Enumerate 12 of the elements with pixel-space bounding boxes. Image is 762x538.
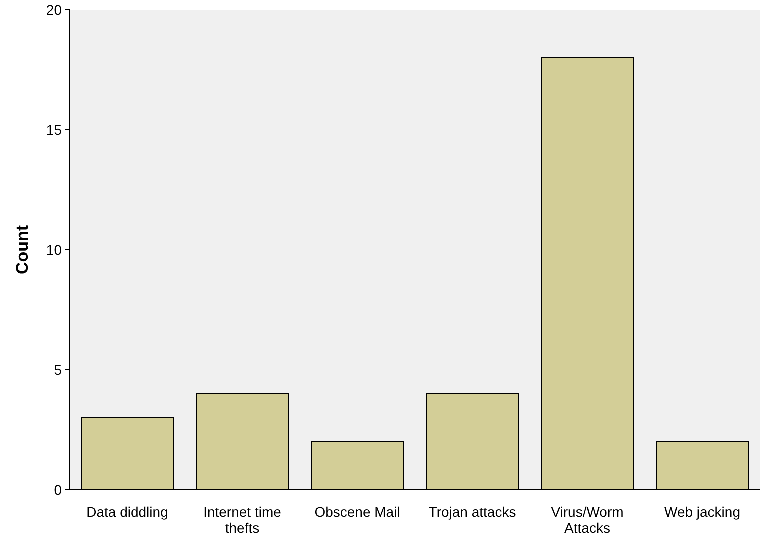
- x-tick-label: Data diddling: [86, 504, 168, 520]
- y-tick-label: 15: [46, 122, 62, 138]
- y-tick-label: 10: [46, 242, 62, 258]
- y-tick-label: 20: [46, 2, 62, 18]
- y-axis-title: Count: [13, 225, 32, 275]
- y-tick-label: 5: [54, 362, 62, 378]
- x-tick-label: Web jacking: [664, 504, 741, 520]
- y-tick-label: 0: [54, 482, 62, 498]
- x-tick-label: Virus/Worm Attacks: [551, 504, 624, 536]
- x-tick-label: Obscene Mail: [314, 504, 400, 520]
- x-tick-label: Trojan attacks: [428, 504, 516, 520]
- x-tick-label: Internet time thefts: [204, 504, 282, 536]
